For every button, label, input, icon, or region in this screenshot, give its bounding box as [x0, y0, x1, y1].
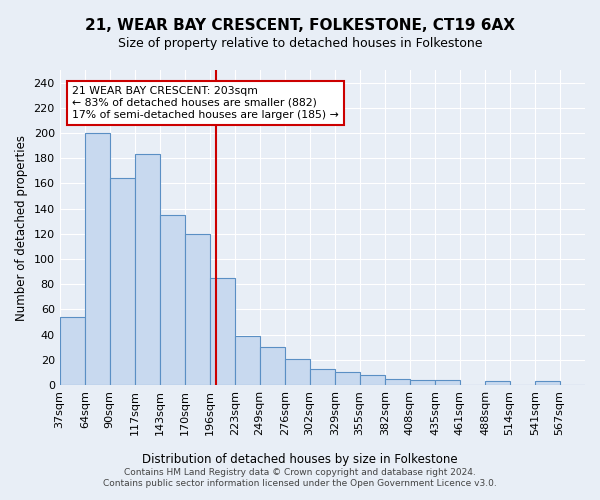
Y-axis label: Number of detached properties: Number of detached properties	[15, 134, 28, 320]
Bar	[310, 368, 335, 385]
Text: Distribution of detached houses by size in Folkestone: Distribution of detached houses by size …	[142, 452, 458, 466]
Bar	[535, 381, 560, 385]
Text: 21, WEAR BAY CRESCENT, FOLKESTONE, CT19 6AX: 21, WEAR BAY CRESCENT, FOLKESTONE, CT19 …	[85, 18, 515, 32]
Bar	[110, 178, 135, 385]
Bar	[260, 347, 285, 385]
Bar	[359, 375, 385, 385]
Bar	[335, 372, 359, 385]
Bar	[185, 234, 209, 385]
Bar	[285, 358, 310, 385]
Text: 21 WEAR BAY CRESCENT: 203sqm
← 83% of detached houses are smaller (882)
17% of s: 21 WEAR BAY CRESCENT: 203sqm ← 83% of de…	[72, 86, 338, 120]
Bar	[85, 133, 110, 385]
Bar	[485, 381, 509, 385]
Text: Size of property relative to detached houses in Folkestone: Size of property relative to detached ho…	[118, 38, 482, 51]
Bar	[160, 215, 185, 385]
Bar	[135, 154, 160, 385]
Bar	[209, 278, 235, 385]
Bar	[435, 380, 460, 385]
Bar	[410, 380, 435, 385]
Bar	[59, 317, 85, 385]
Bar	[235, 336, 260, 385]
Text: Contains HM Land Registry data © Crown copyright and database right 2024.
Contai: Contains HM Land Registry data © Crown c…	[103, 468, 497, 487]
Bar	[385, 378, 410, 385]
